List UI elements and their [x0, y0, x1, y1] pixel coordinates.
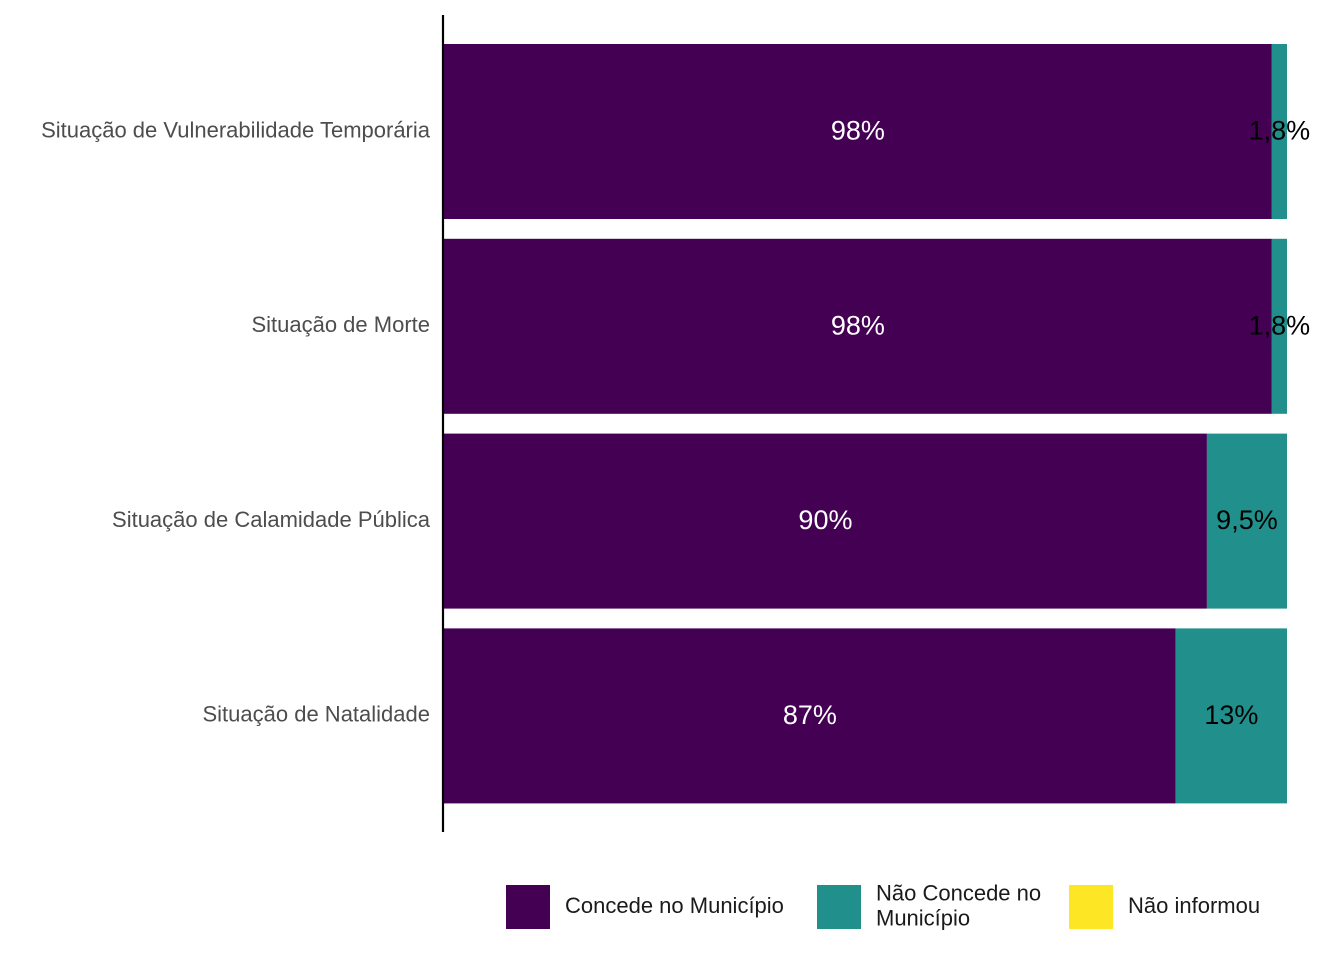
bar-value-label: 90% [798, 505, 852, 535]
bar-value-label: 98% [831, 310, 885, 340]
bar-segment [444, 628, 1176, 804]
bar-segment [1175, 628, 1287, 804]
legend-label: Não informou [1128, 893, 1260, 918]
legend-key [1069, 885, 1113, 929]
bar-value-label: 13% [1204, 700, 1258, 730]
bar-segment [444, 433, 1207, 609]
category-label: Situação de Morte [251, 312, 430, 337]
bar-value-label: 98% [831, 116, 885, 146]
bar-value-label: 9,5% [1216, 505, 1278, 535]
legend-key [506, 885, 550, 929]
category-label: Situação de Natalidade [203, 702, 431, 727]
category-label: Situação de Vulnerabilidade Temporária [41, 117, 431, 142]
legend: Concede no Município Não Concede noMunicí… [506, 880, 1260, 930]
bars-layer [444, 44, 1287, 804]
category-label: Situação de Calamidade Pública [112, 507, 431, 532]
bar-segment [1206, 433, 1287, 609]
bar-value-label: 1,8% [1249, 310, 1311, 340]
legend-label: Concede no Município [565, 893, 784, 918]
bar-value-label: 1,8% [1249, 116, 1311, 146]
bar-segment [444, 238, 1272, 414]
bar-segment [1271, 238, 1287, 414]
bar-segment [1271, 44, 1287, 219]
legend-label: Município [876, 905, 970, 930]
legend-key [817, 885, 861, 929]
bar-value-label: 87% [783, 700, 837, 730]
legend-label: Não Concede no [876, 880, 1041, 905]
bar-segment [444, 44, 1272, 219]
labels-layer: Situação de Vulnerabilidade Temporária 98… [41, 116, 1310, 730]
